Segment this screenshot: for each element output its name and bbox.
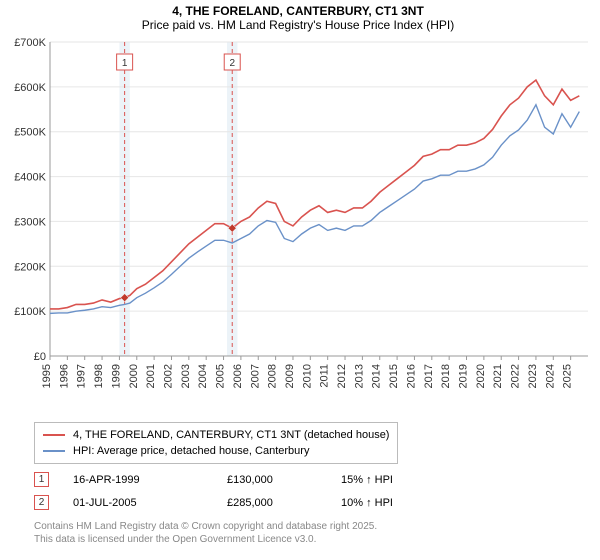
- legend-row: HPI: Average price, detached house, Cant…: [43, 443, 389, 459]
- footer-line1: Contains HM Land Registry data © Crown c…: [34, 520, 592, 533]
- svg-text:1: 1: [122, 58, 128, 69]
- chart: £0 £100K £200K £300K £400K £500K £600K £700K 199…: [8, 36, 592, 416]
- svg-text:2003: 2003: [180, 364, 192, 388]
- legend: 4, THE FORELAND, CANTERBURY, CT1 3NT (de…: [34, 422, 398, 464]
- svg-text:2001: 2001: [145, 364, 157, 388]
- svg-text:1997: 1997: [76, 364, 88, 388]
- legend-row: 4, THE FORELAND, CANTERBURY, CT1 3NT (de…: [43, 427, 389, 443]
- svg-text:2025: 2025: [562, 364, 574, 388]
- svg-text:2009: 2009: [284, 364, 296, 388]
- svg-text:2010: 2010: [301, 364, 313, 388]
- svg-text:£0: £0: [34, 351, 46, 363]
- svg-text:2013: 2013: [353, 364, 365, 388]
- marker-num-box: 2: [34, 495, 49, 510]
- svg-text:2015: 2015: [388, 364, 400, 388]
- legend-swatch: [43, 434, 65, 436]
- svg-text:2016: 2016: [405, 364, 417, 388]
- svg-text:2008: 2008: [267, 364, 279, 388]
- svg-text:£300K: £300K: [14, 216, 46, 228]
- svg-text:1999: 1999: [110, 364, 122, 388]
- legend-swatch: [43, 450, 65, 452]
- footer-line2: This data is licensed under the Open Gov…: [34, 533, 592, 546]
- svg-text:2019: 2019: [458, 364, 470, 388]
- svg-text:2018: 2018: [440, 364, 452, 388]
- footer: Contains HM Land Registry data © Crown c…: [34, 520, 592, 546]
- svg-text:1996: 1996: [58, 364, 70, 388]
- svg-text:1998: 1998: [93, 364, 105, 388]
- marker-row: 2 01-JUL-2005 £285,000 10% ↑ HPI: [34, 491, 592, 514]
- svg-text:2: 2: [229, 58, 235, 69]
- page-title: 4, THE FORELAND, CANTERBURY, CT1 3NT: [4, 4, 592, 18]
- legend-label: 4, THE FORELAND, CANTERBURY, CT1 3NT (de…: [73, 427, 389, 443]
- svg-text:2004: 2004: [197, 364, 209, 388]
- svg-text:2024: 2024: [544, 364, 556, 388]
- svg-text:2007: 2007: [249, 364, 261, 388]
- legend-label: HPI: Average price, detached house, Cant…: [73, 443, 309, 459]
- marker-pct: 10% ↑ HPI: [341, 497, 441, 509]
- svg-text:£100K: £100K: [14, 306, 46, 318]
- svg-text:2020: 2020: [475, 364, 487, 388]
- svg-text:£500K: £500K: [14, 127, 46, 139]
- svg-text:£200K: £200K: [14, 261, 46, 273]
- page-subtitle: Price paid vs. HM Land Registry's House …: [4, 18, 592, 32]
- marker-price: £130,000: [227, 474, 317, 486]
- marker-price: £285,000: [227, 497, 317, 509]
- svg-text:£700K: £700K: [14, 37, 46, 49]
- marker-date: 01-JUL-2005: [73, 497, 203, 509]
- svg-text:2000: 2000: [128, 364, 140, 388]
- svg-text:£400K: £400K: [14, 172, 46, 184]
- svg-text:2006: 2006: [232, 364, 244, 388]
- marker-pct: 15% ↑ HPI: [341, 474, 441, 486]
- svg-text:1995: 1995: [41, 364, 53, 388]
- svg-text:2014: 2014: [371, 364, 383, 388]
- svg-text:2011: 2011: [319, 364, 331, 388]
- chart-svg: £0 £100K £200K £300K £400K £500K £600K £700K 199…: [8, 36, 592, 416]
- marker-date: 16-APR-1999: [73, 474, 203, 486]
- marker-num-box: 1: [34, 472, 49, 487]
- marker-row: 1 16-APR-1999 £130,000 15% ↑ HPI: [34, 468, 592, 491]
- svg-text:2023: 2023: [527, 364, 539, 388]
- svg-text:2012: 2012: [336, 364, 348, 388]
- svg-text:2005: 2005: [215, 364, 227, 388]
- svg-text:2002: 2002: [162, 364, 174, 388]
- svg-text:2022: 2022: [510, 364, 522, 388]
- svg-text:2017: 2017: [423, 364, 435, 388]
- svg-text:2021: 2021: [492, 364, 504, 388]
- marker-table: 1 16-APR-1999 £130,000 15% ↑ HPI 2 01-JUL-200…: [34, 468, 592, 514]
- svg-text:£600K: £600K: [14, 82, 46, 94]
